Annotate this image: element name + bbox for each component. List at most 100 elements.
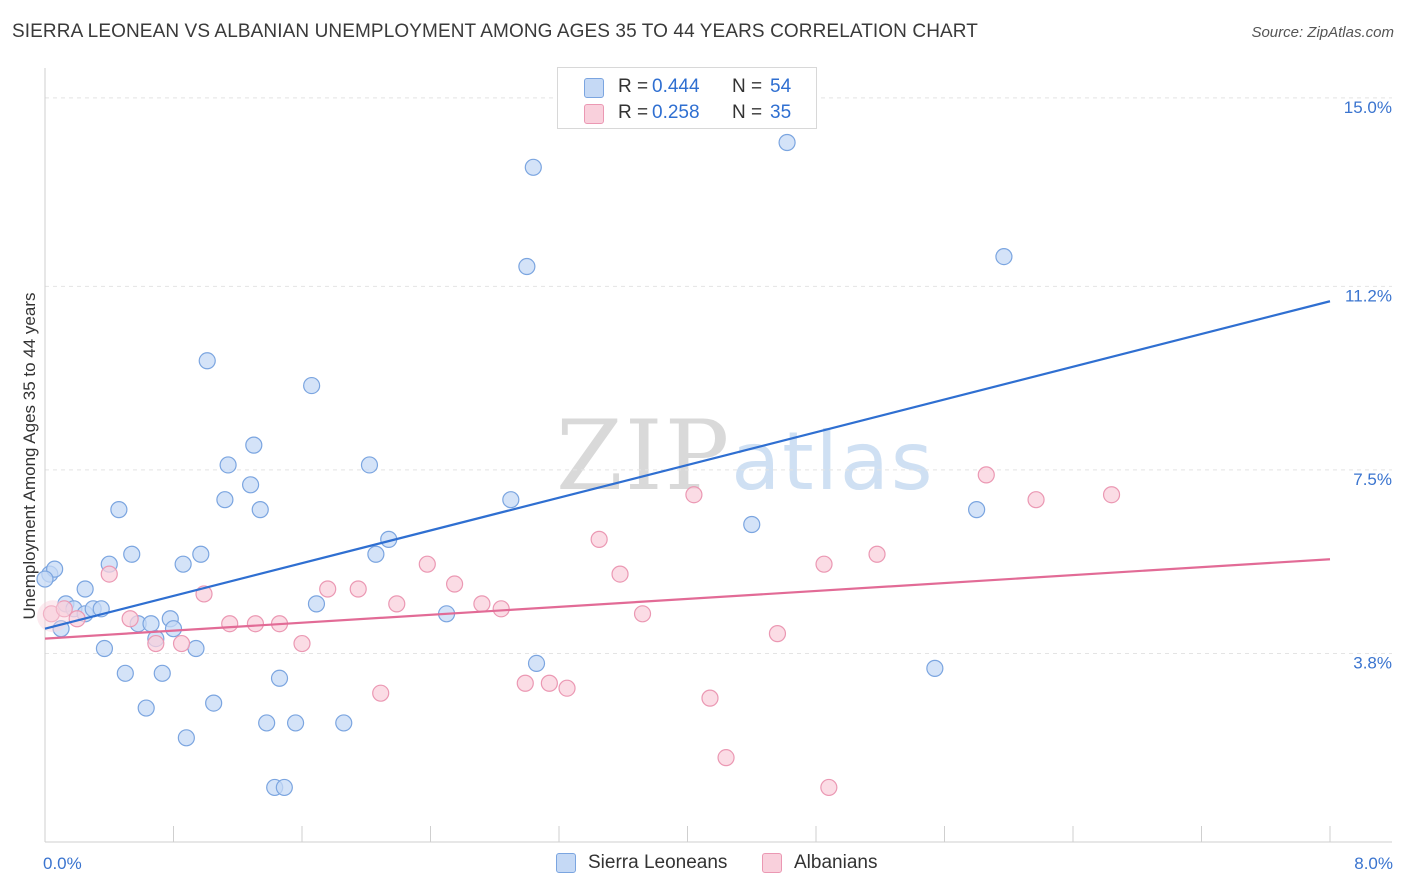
sierra-leonean-point [502, 491, 520, 509]
sierra-leonean-point [258, 714, 276, 732]
legend-r-value: 0.444 [652, 76, 700, 97]
albanian-point [388, 595, 406, 613]
albanian-point [221, 615, 239, 633]
legend-swatch-blue [556, 853, 576, 873]
albanian-point [492, 600, 510, 618]
albanian-point [685, 486, 703, 504]
chart-title: SIERRA LEONEAN VS ALBANIAN UNEMPLOYMENT … [12, 21, 978, 42]
albanian-point [558, 679, 576, 697]
legend-r-label: R = [618, 102, 649, 123]
y-axis-label: Unemployment Among Ages 35 to 44 years [20, 292, 39, 620]
albanian-point [349, 580, 367, 598]
sierra-leonean-point [192, 545, 210, 563]
albanian-point [540, 674, 558, 692]
albanian-point [100, 565, 118, 583]
sierra-leonean-point [116, 664, 134, 682]
albanian-point [815, 555, 833, 573]
sierra-leonean-point [123, 545, 141, 563]
sierra-leonean-point [275, 778, 293, 797]
sierra-leonean-point [518, 257, 536, 276]
sierra-leonean-point [36, 570, 54, 588]
sierra-leonean-point [367, 545, 385, 563]
legend-swatch-blue [584, 78, 604, 98]
sierra-leonean-point [76, 580, 94, 598]
albanian-point [445, 575, 464, 593]
legend-n-value: 35 [770, 102, 792, 123]
sierra-leonean-point [142, 615, 160, 633]
sierra-leonean-point [187, 639, 205, 658]
sierra-leonean-point [219, 456, 237, 474]
sierra-leonean-point [926, 659, 944, 677]
albanian-point [590, 530, 608, 548]
sierra-leonean-point [164, 620, 183, 638]
sierra-leonean-point [335, 714, 353, 732]
legend-swatch-pink [762, 853, 782, 873]
albanian-point [633, 605, 652, 623]
albanian-point [701, 689, 719, 707]
albanian-point [473, 595, 491, 613]
legend-r-label: R = [618, 76, 649, 97]
source-label: Source: ZipAtlas.com [1251, 24, 1394, 41]
sierra-leonean-point [153, 664, 171, 682]
series-albanian [42, 466, 1121, 797]
albanian-point [147, 634, 165, 653]
albanian-point [977, 466, 995, 484]
sierra-leonean-point [286, 714, 305, 732]
series-sierra-leonean [36, 133, 1013, 797]
sierra-leonean-point [251, 501, 269, 519]
legend-n-value: 54 [770, 76, 792, 97]
albanian-point [717, 749, 735, 767]
legend-n-label: N = [732, 102, 763, 123]
sierra-leonean-point [307, 595, 326, 613]
albanian-point [611, 565, 629, 583]
x-tick-label: 8.0% [1354, 854, 1393, 873]
albanian-point [121, 610, 139, 628]
albanian-point [1102, 486, 1121, 504]
albanian-point [516, 674, 534, 692]
correlation-legend: R = 0.444 N = 54 R = 0.258 N = 35 [557, 67, 817, 129]
albanian-point [319, 580, 337, 598]
sierra-leonean-point [242, 476, 260, 494]
sierra-leonean-point [174, 555, 192, 573]
sierra-leonean-point [198, 352, 216, 370]
sierra-leonean-point [270, 669, 289, 687]
albanian-point [172, 634, 191, 653]
sierra-leonean-point [360, 456, 379, 474]
albanian-point [418, 555, 436, 573]
watermark-atlas: atlas [731, 415, 935, 508]
legend-n-label: N = [732, 76, 763, 97]
legend-label: Albanians [794, 852, 878, 873]
y-tick-label: 11.2% [1345, 286, 1392, 305]
legend-label: Sierra Leoneans [588, 852, 728, 873]
legend-r-value: 0.258 [652, 102, 700, 123]
sierra-leonean-point [743, 515, 761, 534]
albanian-point [820, 778, 838, 797]
sierra-leonean-point [968, 501, 986, 519]
albanian-point [293, 634, 311, 653]
albanian-point [55, 600, 73, 618]
albanian-point [372, 684, 390, 702]
sierra-leonean-point [205, 694, 223, 712]
sierra-leonean-point [524, 158, 542, 176]
albanian-point [768, 625, 787, 643]
albanian-point [1027, 491, 1045, 509]
albanian-point [868, 545, 886, 563]
y-tick-label: 15.0% [1344, 98, 1392, 117]
y-tick-label: 7.5% [1353, 470, 1392, 489]
sierra-leonean-point [527, 654, 546, 673]
legend-swatch-pink [584, 104, 604, 124]
sierra-leonean-point [177, 729, 195, 747]
sierra-leonean-point [245, 436, 263, 454]
albanian-point [246, 615, 265, 633]
sierra-leonean-point [995, 247, 1013, 266]
x-tick-label: 0.0% [43, 854, 82, 873]
y-tick-label: 3.8% [1353, 653, 1392, 672]
sierra-leonean-point [778, 133, 796, 152]
sierra-leonean-point [216, 491, 234, 509]
sierra-leonean-point [95, 639, 114, 658]
sierra-leonean-point [110, 501, 128, 519]
albanian-trend-line [44, 558, 1331, 640]
sierra-leonean-trend-line [44, 300, 1331, 630]
sierra-leonean-point [303, 376, 321, 395]
